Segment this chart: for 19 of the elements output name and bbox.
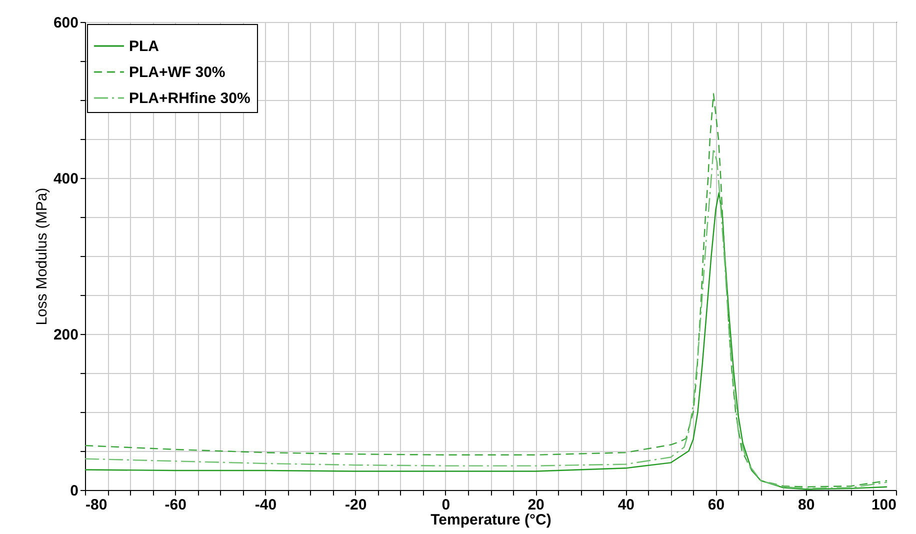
x-tick-label: -40: [254, 496, 277, 514]
x-tick-label: 60: [708, 496, 725, 514]
y-tick-label: 600: [53, 14, 78, 32]
legend-label: PLA: [129, 38, 160, 55]
legend-label: PLA+WF 30%: [129, 64, 226, 81]
x-tick-label: -20: [344, 496, 367, 514]
y-tick-label: 0: [70, 482, 78, 500]
x-tick-label: 80: [798, 496, 815, 514]
x-axis-title: Temperature (°C): [430, 512, 552, 528]
legend-label: PLA+RHfine 30%: [129, 90, 250, 107]
x-tick-label: 40: [618, 496, 635, 514]
y-axis-title: Loss Modulus (MPa): [33, 188, 50, 326]
y-tick-label: 200: [53, 326, 78, 344]
x-tick-label: -80: [86, 496, 108, 514]
x-tick-label: 100: [871, 496, 896, 514]
x-tick-label: 20: [528, 496, 544, 514]
x-tick-label: -60: [164, 496, 186, 514]
x-tick-label: 0: [442, 496, 450, 514]
y-tick-label: 400: [53, 170, 78, 188]
